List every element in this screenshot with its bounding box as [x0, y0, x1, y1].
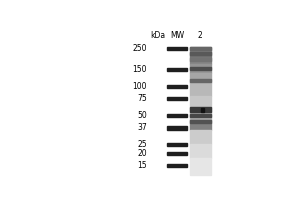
Text: 50: 50 — [137, 111, 147, 120]
Bar — [201, 108, 204, 112]
Bar — [190, 144, 211, 158]
Text: 150: 150 — [132, 65, 147, 74]
Text: 37: 37 — [137, 123, 147, 132]
Bar — [190, 67, 211, 70]
Text: 250: 250 — [132, 44, 147, 53]
Text: 20: 20 — [137, 149, 147, 158]
Bar — [167, 143, 188, 146]
Text: MW: MW — [170, 31, 184, 40]
Bar — [190, 120, 211, 123]
Bar — [190, 58, 211, 64]
Bar — [167, 68, 188, 71]
Bar — [190, 114, 211, 117]
Bar — [190, 83, 211, 96]
Bar — [167, 152, 188, 155]
Bar — [190, 52, 211, 58]
Bar — [190, 52, 211, 55]
Bar — [190, 73, 211, 83]
Bar — [190, 130, 211, 144]
Bar — [190, 108, 211, 120]
Bar — [167, 85, 188, 88]
Bar — [190, 107, 211, 112]
Bar — [167, 97, 188, 100]
Bar — [167, 47, 188, 50]
Text: 100: 100 — [132, 82, 147, 91]
Bar — [167, 114, 188, 117]
Text: 15: 15 — [137, 161, 147, 170]
Bar — [167, 164, 188, 167]
Bar — [190, 64, 211, 73]
Bar — [190, 47, 211, 50]
Text: 25: 25 — [137, 140, 147, 149]
Text: 2: 2 — [198, 31, 202, 40]
Bar — [190, 120, 211, 130]
Text: kDa: kDa — [150, 31, 165, 40]
Text: 75: 75 — [137, 94, 147, 103]
Bar — [190, 96, 211, 108]
Bar — [190, 158, 211, 175]
Bar — [190, 79, 211, 82]
Bar — [190, 58, 211, 61]
Bar — [167, 126, 188, 130]
Bar — [190, 47, 211, 52]
